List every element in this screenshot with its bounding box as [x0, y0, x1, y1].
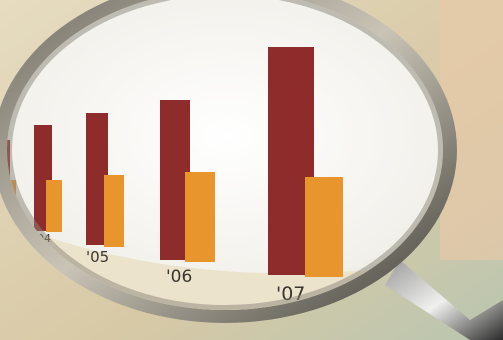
bar-light — [46, 180, 62, 232]
magnifier-handle — [385, 260, 503, 340]
bar-light — [104, 175, 124, 247]
year-label: '05 — [86, 248, 109, 266]
year-label: '06 — [166, 267, 192, 287]
bar-dark — [86, 113, 108, 245]
bar-light — [305, 177, 343, 277]
bar-light — [185, 172, 215, 262]
chart-base — [7, 220, 443, 310]
